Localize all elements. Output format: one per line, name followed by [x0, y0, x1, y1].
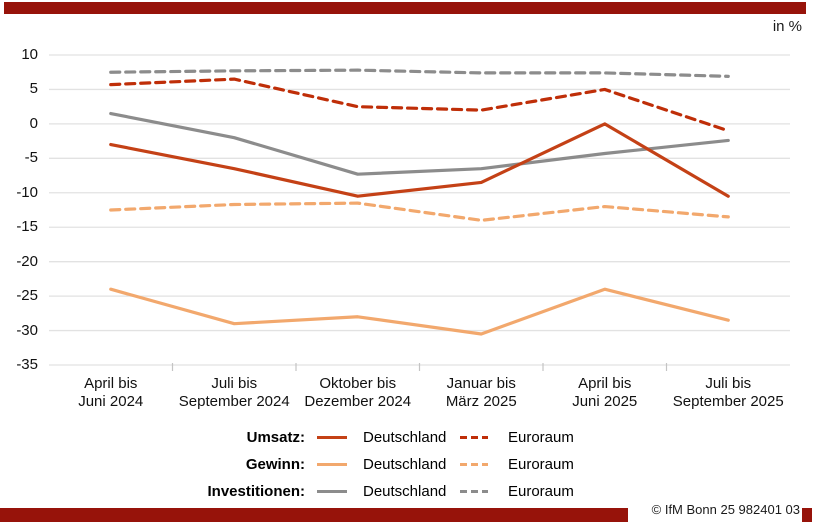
- series-line-gewinn-euroraum: [109, 201, 730, 222]
- y-axis-tick-label: -35: [16, 356, 38, 373]
- x-axis-category-label: Juli bis September 2024: [178, 375, 290, 410]
- legend-label-deutschland: Deutschland: [363, 429, 447, 446]
- legend-swatch-solid-line: [317, 490, 347, 493]
- y-axis-tick-label: -15: [16, 218, 38, 236]
- legend-swatch-dashed-line: [460, 463, 488, 466]
- y-axis-tick-label: 10: [21, 46, 38, 63]
- legend-swatch-solid-line: [317, 436, 347, 439]
- legend: Umsatz: Deutschland Euroraum Gewinn: Deu…: [0, 424, 814, 505]
- y-axis-tick-label: -25: [16, 287, 38, 305]
- x-axis-category-label: Oktober bis Dezember 2024: [304, 375, 412, 410]
- x-axis-category-label: Januar bis März 2025: [445, 375, 517, 410]
- footer-accent-stub: [802, 508, 812, 522]
- x-axis-category-label: April bis Juni 2024: [78, 375, 144, 410]
- legend-row-gewinn: Gewinn: Deutschland Euroraum: [0, 451, 814, 478]
- y-axis-tick-label: -20: [16, 252, 38, 270]
- legend-category-label: Umsatz:: [246, 429, 305, 446]
- y-axis-tick-label: 5: [29, 80, 38, 98]
- x-axis-category-label: Juli bis September 2025: [672, 375, 784, 410]
- legend-label-euroraum: Euroraum: [508, 456, 574, 473]
- series-line-umsatz-deutschland: [109, 122, 730, 198]
- y-axis-tick-label: -5: [24, 149, 38, 167]
- line-chart: 10 5 0 -5 -10 -15 -20 -25 -30 -35 April bis Juni …: [16, 46, 790, 410]
- legend-row-investitionen: Investitionen: Deutschland Euroraum: [0, 478, 814, 505]
- legend-label-deutschland: Deutschland: [363, 456, 447, 473]
- legend-swatch-dashed-line: [460, 436, 488, 439]
- y-axis-tick-label: -30: [16, 321, 38, 339]
- legend-label-euroraum: Euroraum: [508, 483, 574, 500]
- series-line-investitionen-euroraum: [109, 68, 730, 78]
- legend-category-label: Investitionen:: [207, 483, 305, 500]
- series-line-umsatz-euroraum: [109, 77, 730, 133]
- legend-row-umsatz: Umsatz: Deutschland Euroraum: [0, 424, 814, 451]
- legend-label-deutschland: Deutschland: [363, 483, 447, 500]
- y-axis-tick-label: -10: [16, 183, 38, 201]
- x-axis-category-label: April bis Juni 2025: [572, 375, 638, 410]
- series-line-investitionen-deutschland: [109, 111, 730, 176]
- legend-label-euroraum: Euroraum: [508, 429, 574, 446]
- legend-swatch-dashed-line: [460, 490, 488, 493]
- footer-accent-bar: [0, 508, 628, 522]
- copyright-text: © IfM Bonn 25 982401 03: [651, 502, 800, 517]
- y-axis-tick-label: 0: [29, 114, 38, 132]
- chart-canvas: [49, 54, 790, 371]
- top-accent-bar: [4, 2, 806, 14]
- series-line-gewinn-deutschland: [109, 287, 730, 336]
- unit-label: in %: [772, 18, 802, 35]
- legend-category-label: Gewinn:: [245, 456, 305, 473]
- legend-swatch-solid-line: [317, 463, 347, 466]
